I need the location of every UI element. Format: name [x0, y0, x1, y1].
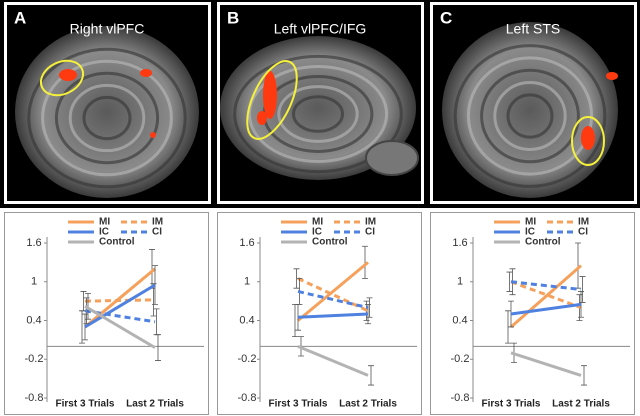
brain-fold	[453, 44, 607, 188]
series-line	[84, 305, 156, 349]
series-line	[297, 261, 369, 322]
series-line	[510, 302, 582, 316]
chart-frame	[217, 212, 422, 415]
brain-fold	[27, 47, 187, 189]
legend-label: Control	[312, 237, 348, 248]
y-tick-label: 0.4	[239, 314, 254, 326]
x-tick-label: First 3 Trials	[269, 399, 328, 410]
error-bar	[152, 265, 158, 305]
x-tick-label: Last 2 Trials	[339, 399, 397, 410]
legend-label: CI	[365, 227, 375, 238]
brain-fold	[247, 64, 389, 164]
error-bar	[368, 365, 374, 386]
legend-label: IC	[525, 227, 535, 238]
series-line	[510, 264, 582, 329]
legend-label: MI	[312, 217, 323, 228]
highlight-ellipse	[39, 59, 85, 97]
series-line	[297, 277, 369, 313]
series-line	[510, 280, 582, 291]
y-tick-label: 1	[244, 276, 250, 288]
series-line	[84, 267, 156, 329]
highlight-ellipse	[246, 60, 298, 140]
brain-fold	[493, 81, 567, 151]
brain-fold	[233, 54, 403, 174]
series-line	[510, 351, 582, 377]
error-bar	[366, 297, 373, 318]
error-bar	[85, 292, 91, 320]
brain-fold	[68, 83, 146, 153]
brain-fold	[277, 85, 359, 143]
activation	[263, 71, 277, 119]
x-tick-label: First 3 Trials	[56, 399, 115, 410]
legend-label: MI	[99, 217, 110, 228]
activation	[606, 72, 618, 80]
activation	[59, 69, 77, 81]
y-tick-label: -0.2	[451, 353, 470, 365]
y-tick-label: 0.4	[452, 314, 467, 326]
y-tick-label: 0.4	[26, 314, 41, 326]
panel-letter: B	[227, 8, 239, 27]
error-bar	[82, 313, 88, 341]
panel-letter: C	[440, 8, 452, 27]
error-bar	[506, 271, 513, 292]
legend-label: IC	[312, 227, 322, 238]
series-line	[84, 298, 156, 303]
y-tick-label: 1.6	[239, 237, 254, 249]
legend-label: IM	[365, 217, 376, 228]
legend-label: Control	[99, 237, 135, 248]
chart-frame	[430, 212, 635, 415]
series-line	[84, 283, 156, 329]
panel-title: Left vlPFC/IFG	[274, 21, 367, 37]
brain-fold	[41, 59, 173, 177]
x-tick-label: Last 2 Trials	[126, 399, 184, 410]
brain-fold	[480, 68, 580, 164]
legend-label: IC	[99, 227, 109, 238]
error-bar	[579, 276, 586, 303]
activation	[150, 132, 156, 138]
x-tick-label: Last 2 Trials	[552, 399, 610, 410]
series-line	[297, 289, 369, 310]
activation	[581, 126, 595, 150]
error-bar	[155, 334, 161, 361]
legend-label: Control	[525, 237, 561, 248]
series-line	[297, 312, 369, 319]
brain-fold	[466, 56, 594, 176]
error-bar	[581, 365, 587, 386]
legend-label: IM	[578, 217, 589, 228]
y-tick-label: -0.2	[25, 353, 44, 365]
brain-slice	[15, 26, 199, 198]
legend-label: CI	[578, 227, 588, 238]
brain-fold	[54, 71, 160, 165]
error-bar	[362, 245, 368, 279]
cerebellum	[365, 140, 419, 176]
legend-label: MI	[525, 217, 536, 228]
y-tick-label: 1	[457, 276, 463, 288]
y-tick-label: -0.8	[238, 392, 257, 404]
activation	[140, 69, 152, 77]
brain-fold	[506, 93, 554, 139]
series-line	[297, 344, 369, 377]
panel-title: Right vlPFC	[70, 21, 145, 37]
brain-fold	[82, 95, 132, 141]
y-tick-label: -0.8	[25, 392, 44, 404]
y-tick-label: -0.8	[451, 392, 470, 404]
x-tick-label: First 3 Trials	[482, 399, 541, 410]
brain-fold	[292, 95, 344, 133]
y-tick-label: 1.6	[26, 237, 41, 249]
y-tick-label: 1.6	[452, 237, 467, 249]
panel-letter: A	[14, 8, 26, 27]
series-line	[510, 280, 582, 309]
legend-label: CI	[152, 227, 162, 238]
panel-title: Left STS	[506, 21, 560, 37]
highlight-ellipse	[571, 116, 605, 166]
y-tick-label: -0.2	[238, 353, 257, 365]
y-tick-label: 1	[31, 276, 37, 288]
activation	[257, 111, 267, 125]
error-bar	[150, 283, 157, 317]
legend-label: IM	[152, 217, 163, 228]
